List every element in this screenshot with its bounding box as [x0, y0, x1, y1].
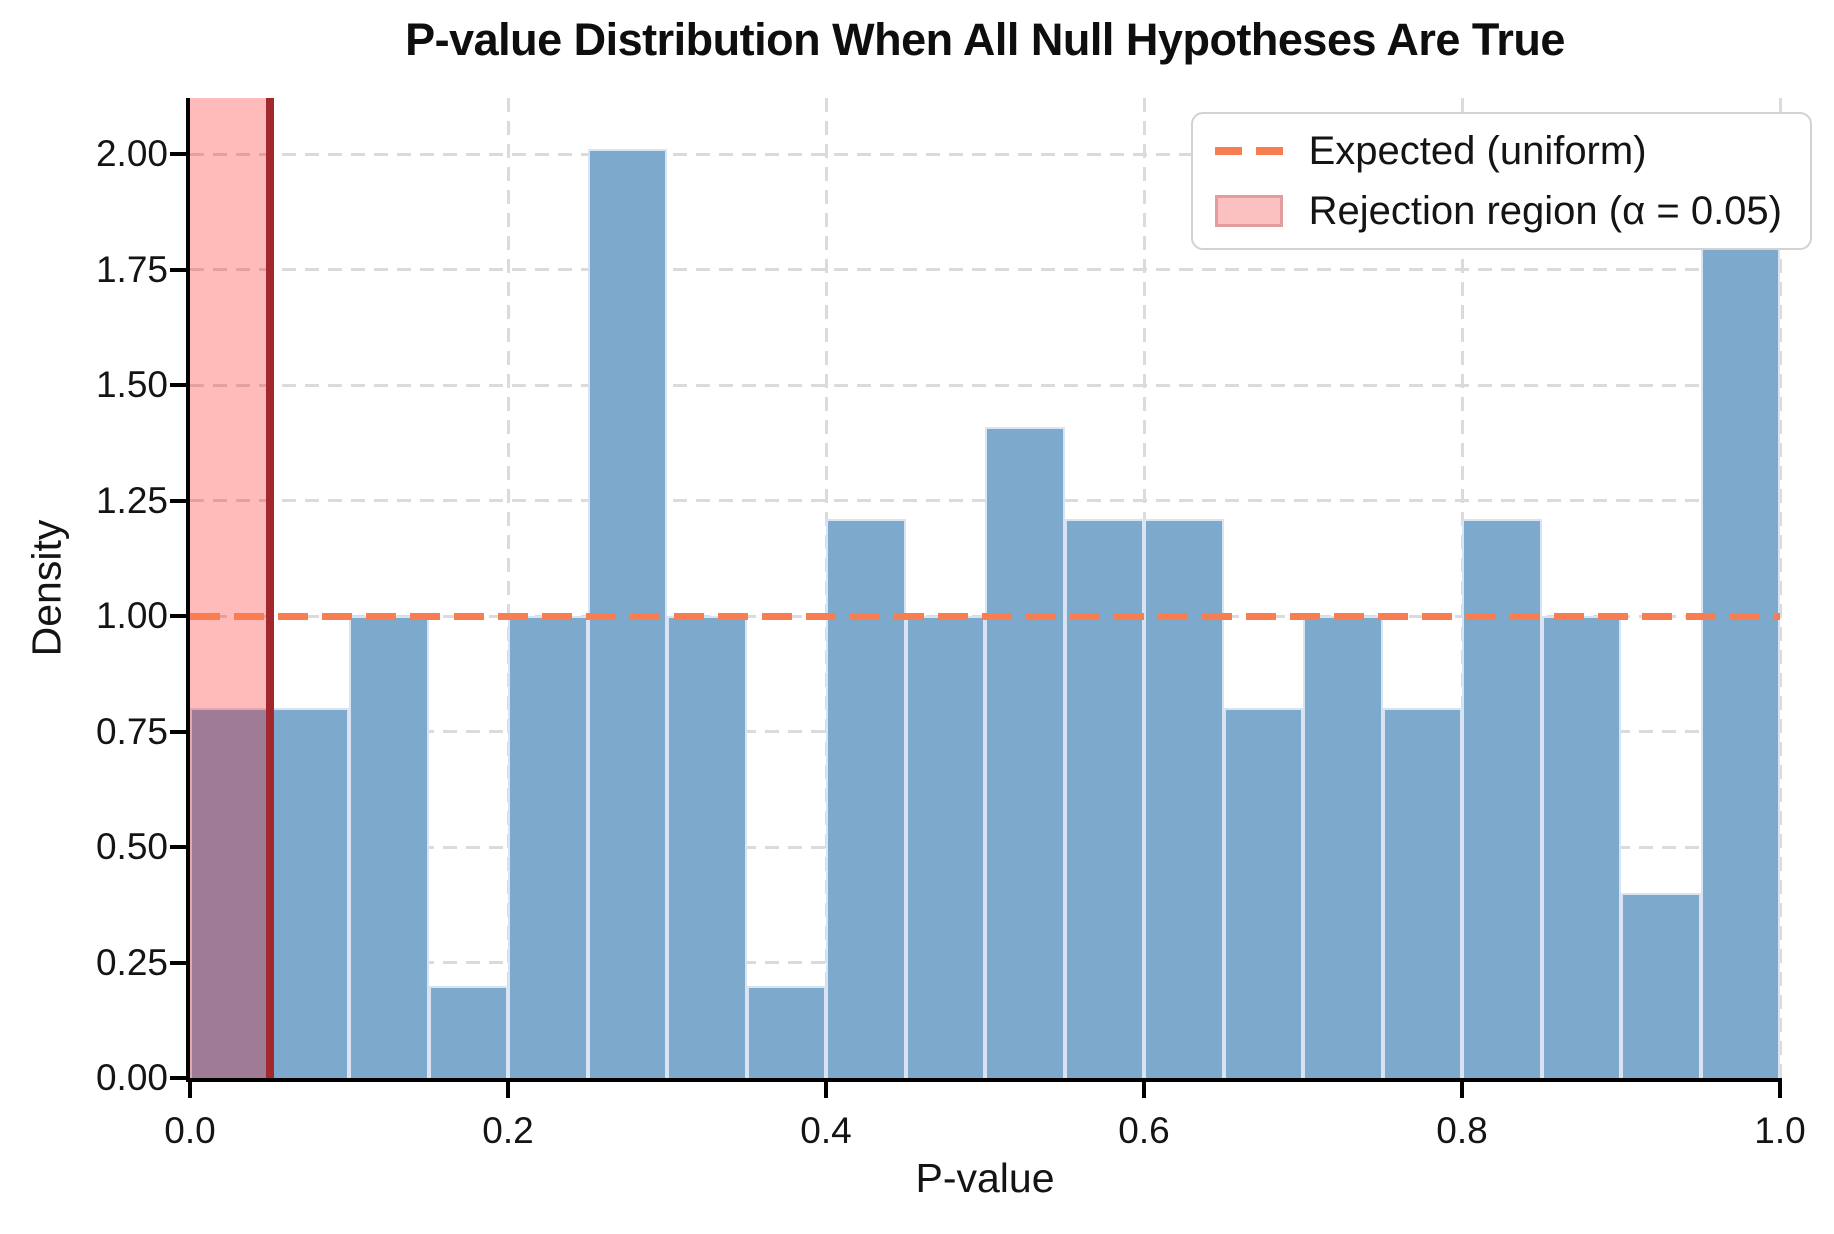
- histogram-bar: [428, 985, 508, 1078]
- y-gridline: [190, 152, 1780, 156]
- histogram-bar: [1700, 241, 1780, 1078]
- x-tick-mark: [824, 1082, 828, 1098]
- legend: Expected (uniform) Rejection region (α =…: [1190, 112, 1812, 250]
- x-tick-label: 0.8: [1436, 1110, 1488, 1151]
- histogram-bar: [349, 616, 429, 1078]
- histogram-bar: [826, 518, 906, 1078]
- y-tick-mark: [170, 1076, 186, 1080]
- histogram-bar: [1303, 616, 1383, 1078]
- y-tick-label: 0.50: [95, 826, 168, 867]
- x-tick-label: 0.0: [164, 1110, 216, 1151]
- y-tick-mark: [170, 729, 186, 734]
- x-tick-mark: [188, 1082, 192, 1098]
- x-tick-label: 0.6: [1118, 1110, 1170, 1151]
- legend-label-rejection: Rejection region (α = 0.05): [1308, 188, 1782, 233]
- x-axis-spine: [186, 1078, 1782, 1082]
- histogram-bar: [508, 616, 588, 1078]
- x-tick-mark: [506, 1082, 510, 1098]
- x-tick-mark: [1778, 1082, 1782, 1098]
- histogram-bar: [905, 616, 985, 1078]
- x-tick-mark: [1460, 1082, 1464, 1098]
- y-tick-label: 2.00: [95, 133, 168, 174]
- rejection-region: [190, 98, 270, 1078]
- histogram-bar: [190, 708, 270, 1078]
- x-gridline: [1778, 98, 1782, 1078]
- y-tick-mark: [170, 614, 186, 618]
- y-axis-spine: [186, 98, 190, 1082]
- legend-item-expected: Expected (uniform): [1214, 128, 1782, 174]
- x-tick-label: 0.4: [800, 1110, 852, 1151]
- y-tick-label: 1.50: [95, 364, 168, 405]
- histogram-bar: [746, 985, 826, 1078]
- y-tick-label: 0.25: [95, 941, 168, 983]
- y-tick-mark: [170, 960, 186, 965]
- y-tick-label: 0.75: [95, 710, 168, 752]
- x-tick-label: 1.0: [1754, 1110, 1806, 1151]
- histogram-bar: [1541, 616, 1621, 1078]
- histogram-bar: [1064, 518, 1144, 1078]
- alpha-threshold-line: [265, 98, 274, 1078]
- histogram-bar: [985, 426, 1065, 1078]
- y-tick-mark: [170, 845, 186, 849]
- y-tick-mark: [170, 498, 186, 503]
- y-gridline: [190, 268, 1780, 271]
- histogram-bar: [1462, 518, 1542, 1078]
- y-tick-mark: [170, 267, 186, 272]
- histogram-bar: [269, 708, 349, 1078]
- legend-item-rejection: Rejection region (α = 0.05): [1214, 188, 1782, 234]
- y-gridline: [190, 383, 1780, 387]
- histogram-bar: [1621, 893, 1701, 1078]
- dashed-line-swatch: [1214, 147, 1283, 155]
- x-axis-label: P-value: [915, 1155, 1055, 1201]
- y-tick-mark: [170, 383, 186, 387]
- rejection-region-swatch: [1214, 195, 1283, 227]
- y-tick-label: 0.00: [95, 1057, 168, 1098]
- y-tick-mark: [170, 152, 186, 156]
- histogram-bar: [1223, 708, 1303, 1078]
- x-gridline: [506, 98, 510, 1078]
- expected-uniform-line: [190, 612, 1780, 620]
- x-tick-label: 0.2: [482, 1110, 534, 1151]
- histogram-bar: [1382, 708, 1462, 1078]
- histogram-bar: [1144, 518, 1224, 1078]
- y-tick-label: 1.25: [95, 479, 168, 521]
- chart-title: P-value Distribution When All Null Hypot…: [405, 14, 1565, 65]
- histogram-bar: [667, 616, 747, 1078]
- y-tick-label: 1.00: [95, 595, 168, 636]
- legend-label-expected: Expected (uniform): [1308, 128, 1647, 173]
- y-tick-label: 1.75: [95, 248, 168, 290]
- x-tick-mark: [1142, 1082, 1146, 1098]
